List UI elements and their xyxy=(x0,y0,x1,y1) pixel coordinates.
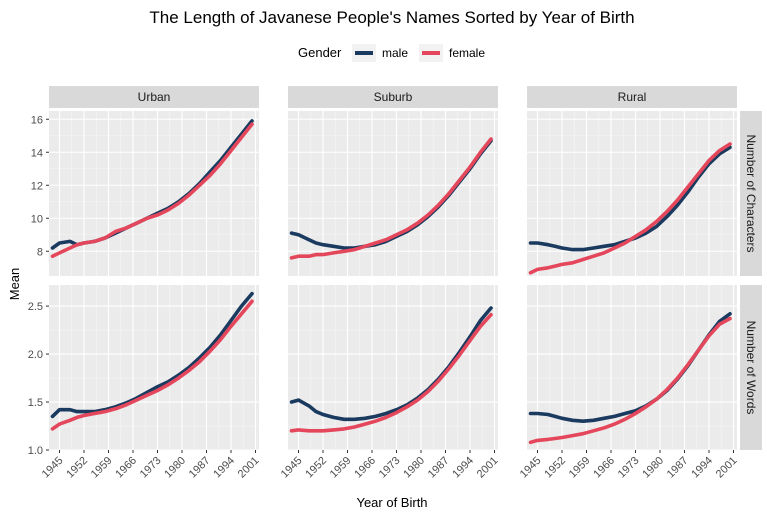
y-tick-label: 2.0 xyxy=(28,349,43,361)
y-axis-label: Mean xyxy=(7,268,22,301)
x-tick-label: 1945 xyxy=(279,455,305,481)
x-tick-label: 2001 xyxy=(475,455,501,481)
y-tick-label: 1.0 xyxy=(28,445,43,457)
x-tick-label: 1952 xyxy=(303,455,329,481)
row-strip-label-1: Number of Words xyxy=(744,321,758,415)
strip-suburb xyxy=(288,86,498,108)
x-tick-label: 1973 xyxy=(377,455,403,481)
strip-rural xyxy=(527,86,737,108)
x-tick-label: 1980 xyxy=(162,455,188,481)
x-tick-label: 1959 xyxy=(567,455,593,481)
panel-background xyxy=(527,285,737,450)
x-tick-label: 1966 xyxy=(352,455,378,481)
strip-label-rural: Rural xyxy=(618,90,647,104)
strip-label-urban: Urban xyxy=(138,90,171,104)
series-line-female xyxy=(289,137,493,260)
panel-background xyxy=(288,285,498,450)
x-tick-label: 1994 xyxy=(450,455,476,481)
series-line-male xyxy=(50,291,254,419)
panel-r0-c0: 8 10 12 14 16 xyxy=(31,111,259,276)
facets: Urban Suburb Rural Number of Characters Numb… xyxy=(28,86,762,480)
x-tick-label: 1945 xyxy=(40,455,66,481)
panel-r0-c2 xyxy=(527,111,737,276)
x-tick-label: 1966 xyxy=(113,455,139,481)
x-tick-label: 1980 xyxy=(401,455,427,481)
panel-r0-c1 xyxy=(288,111,498,276)
x-tick-label: 2001 xyxy=(714,455,740,481)
y-tick-label: 10 xyxy=(31,213,43,225)
x-tick-label: 1987 xyxy=(665,455,691,481)
series-line-female xyxy=(50,122,254,259)
panel-background xyxy=(49,285,259,450)
row-strip-0 xyxy=(740,111,762,276)
series-line-female xyxy=(50,299,254,431)
y-tick-label: 8 xyxy=(37,246,43,258)
x-tick-label: 1973 xyxy=(616,455,642,481)
x-tick-label: 1994 xyxy=(211,455,237,481)
row-strip-label-0: Number of Characters xyxy=(744,134,758,252)
series-line-female xyxy=(528,316,732,445)
x-tick-label: 1966 xyxy=(591,455,617,481)
y-tick-label: 1.5 xyxy=(28,397,43,409)
x-tick-label: 1959 xyxy=(328,455,354,481)
y-tick-label: 14 xyxy=(31,147,43,159)
chart-title: The Length of Javanese People's Names So… xyxy=(149,8,634,27)
x-tick-label: 1994 xyxy=(689,455,715,481)
legend: Gender male female xyxy=(298,44,485,62)
x-tick-label: 1959 xyxy=(89,455,115,481)
y-tick-label: 12 xyxy=(31,180,43,192)
strip-urban xyxy=(49,86,259,108)
x-tick-label: 1973 xyxy=(138,455,164,481)
x-tick-label: 2001 xyxy=(236,455,262,481)
y-tick-label: 16 xyxy=(31,114,43,126)
x-tick-label: 1987 xyxy=(426,455,452,481)
legend-label-female: female xyxy=(449,46,485,60)
x-tick-label: 1952 xyxy=(64,455,90,481)
series-line-female xyxy=(528,142,732,275)
x-tick-label: 1945 xyxy=(518,455,544,481)
x-tick-label: 1952 xyxy=(542,455,568,481)
x-axis-label: Year of Birth xyxy=(356,495,427,510)
x-tick-label: 1980 xyxy=(640,455,666,481)
row-strip-1 xyxy=(740,285,762,450)
series-line-female xyxy=(289,312,493,433)
strip-label-suburb: Suburb xyxy=(374,90,413,104)
legend-title: Gender xyxy=(298,45,342,60)
y-tick-label: 2.5 xyxy=(28,301,43,313)
panel-r1-c0: 1.0 1.5 2.0 2.5 1945195219591966197319801987… xyxy=(28,285,262,480)
x-tick-label: 1987 xyxy=(187,455,213,481)
legend-label-male: male xyxy=(382,46,408,60)
